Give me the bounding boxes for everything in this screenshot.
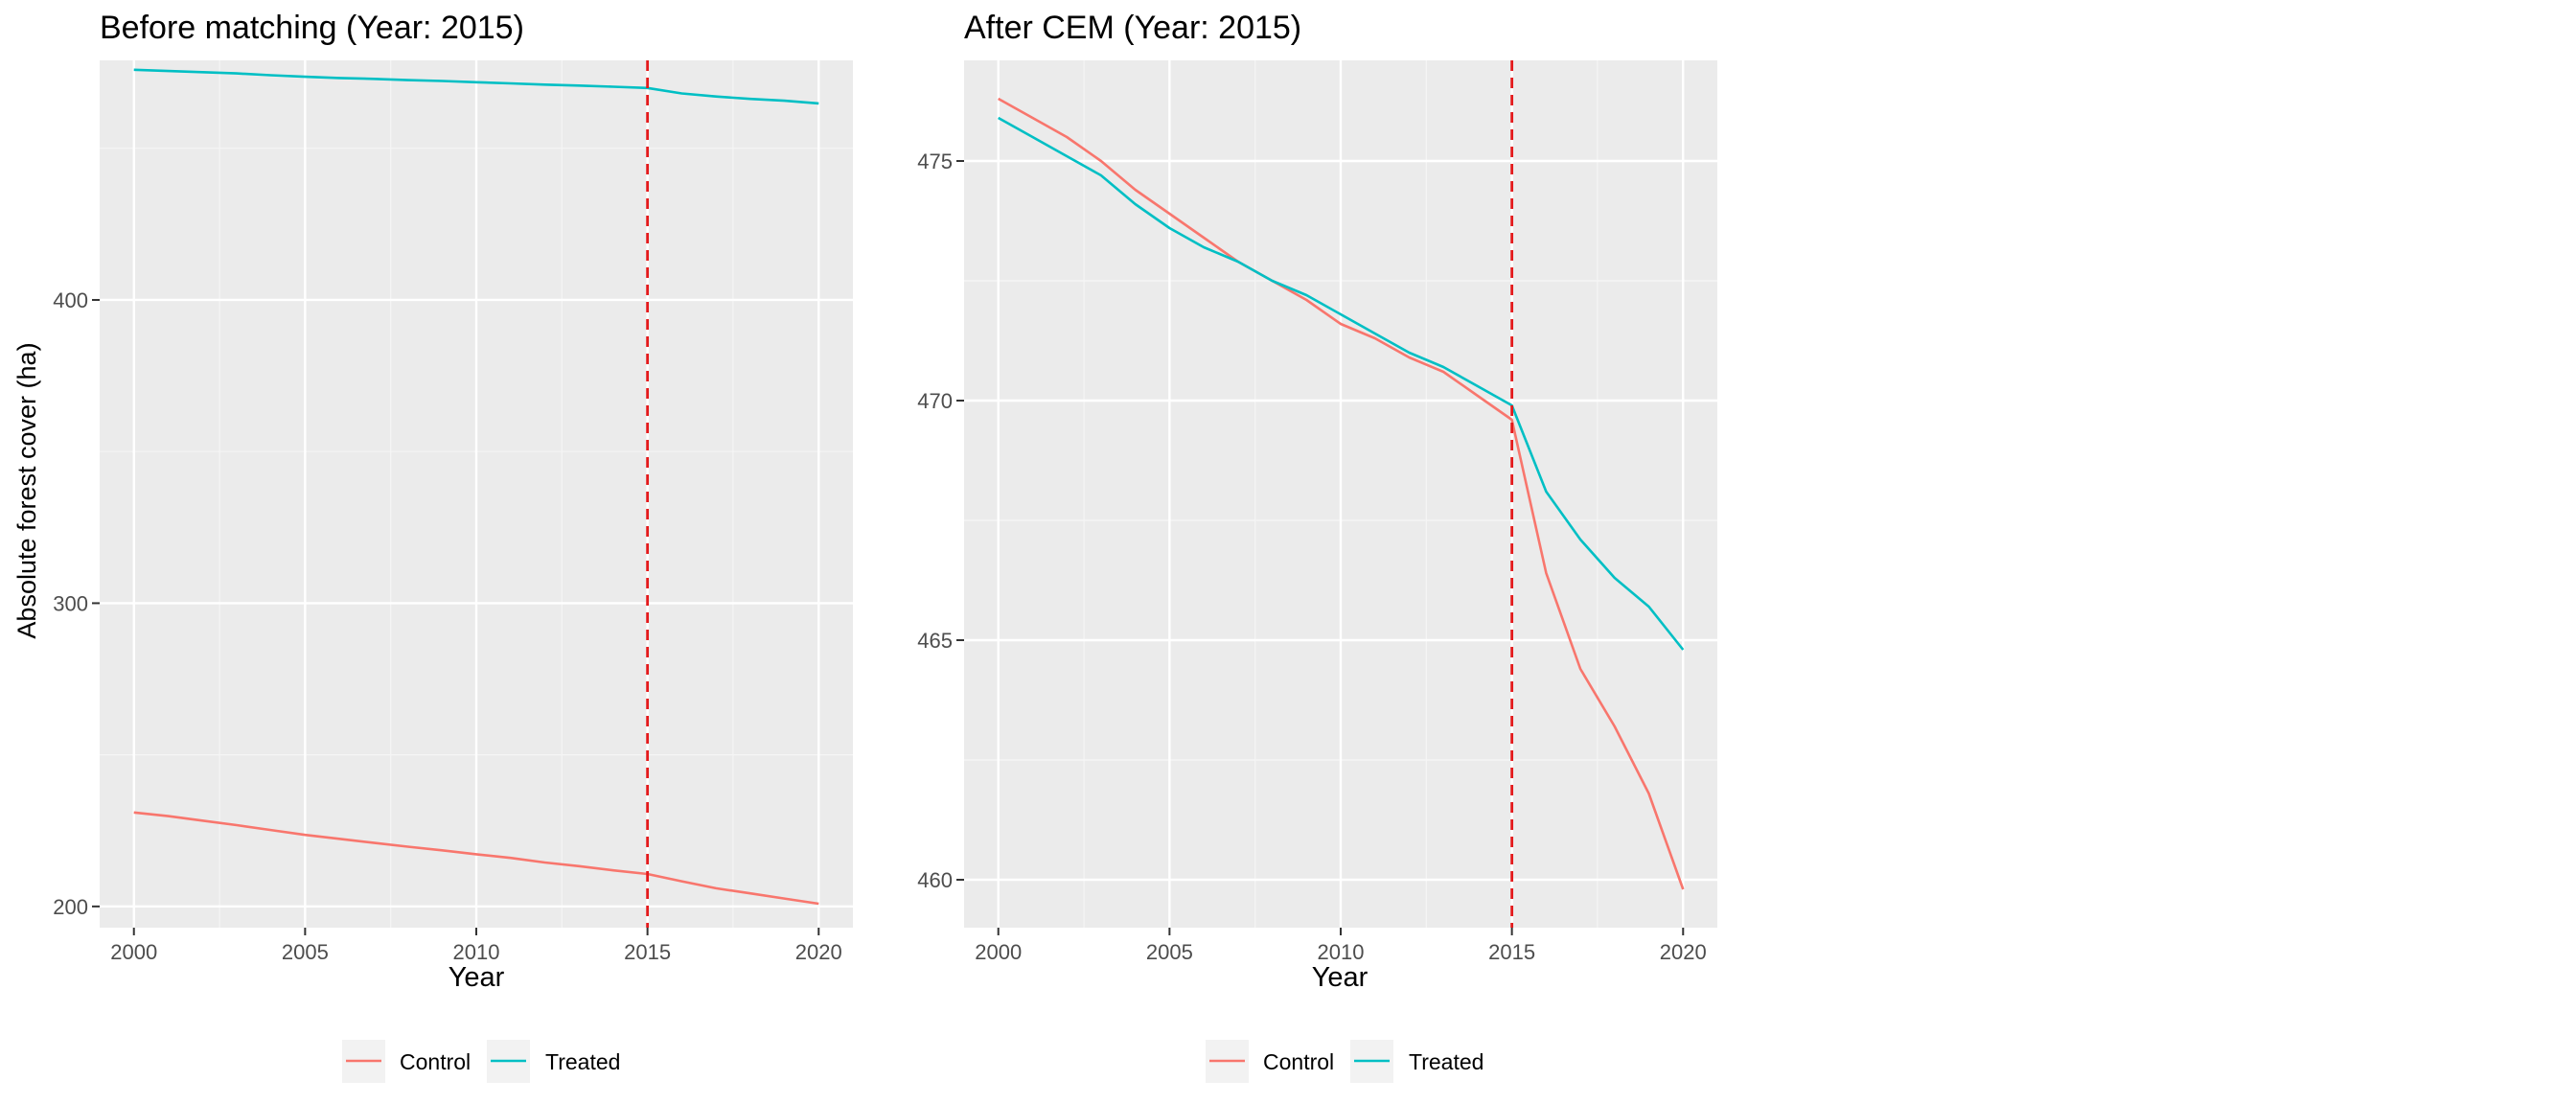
series-line-control <box>998 97 1685 890</box>
series-line-treated <box>998 116 1685 651</box>
x-tick-label: 2005 <box>1146 940 1193 964</box>
legend-label-treated-before: Treated <box>545 1049 620 1074</box>
legend-after: Control Treated <box>1206 1040 1484 1083</box>
series-line-treated <box>133 68 819 105</box>
legend-label-treated-after: Treated <box>1409 1049 1484 1074</box>
y-axis-label: Absolute forest cover (ha) <box>12 342 41 638</box>
x-tick-label: 2015 <box>624 940 671 964</box>
chart-title-before: Before matching (Year: 2015) <box>100 10 524 46</box>
plot-panel-after: 2000 2005 2010 2015 2020 460 465 470 475 <box>917 60 1717 964</box>
x-tick-label: 2020 <box>1660 940 1707 964</box>
y-tick-label: 200 <box>53 895 88 919</box>
x-tick-label: 2000 <box>110 940 157 964</box>
y-tick-label: 460 <box>917 868 953 892</box>
y-tick-label: 465 <box>917 629 953 653</box>
x-tick-label: 2015 <box>1488 940 1535 964</box>
y-tick-label: 400 <box>53 288 88 312</box>
x-tick-label: 2010 <box>1318 940 1365 964</box>
x-axis-label-after: Year <box>1312 962 1368 993</box>
y-tick-label: 470 <box>917 389 953 413</box>
legend-before: Control Treated <box>342 1040 620 1083</box>
legend-label-control-before: Control <box>400 1049 471 1074</box>
x-axis-label-before: Year <box>448 962 505 993</box>
legend-label-control-after: Control <box>1263 1049 1334 1074</box>
x-tick-label: 2020 <box>795 940 842 964</box>
plot-panel-before: 2000 2005 2010 2015 2020 200 300 400 <box>53 60 853 964</box>
series-line-control <box>133 811 819 906</box>
y-tick-label: 300 <box>53 591 88 615</box>
x-tick-label: 2000 <box>975 940 1022 964</box>
x-tick-label: 2010 <box>453 940 500 964</box>
chart-title-after: After CEM (Year: 2015) <box>964 10 1301 46</box>
x-tick-label: 2005 <box>282 940 329 964</box>
y-tick-label: 475 <box>917 150 953 173</box>
